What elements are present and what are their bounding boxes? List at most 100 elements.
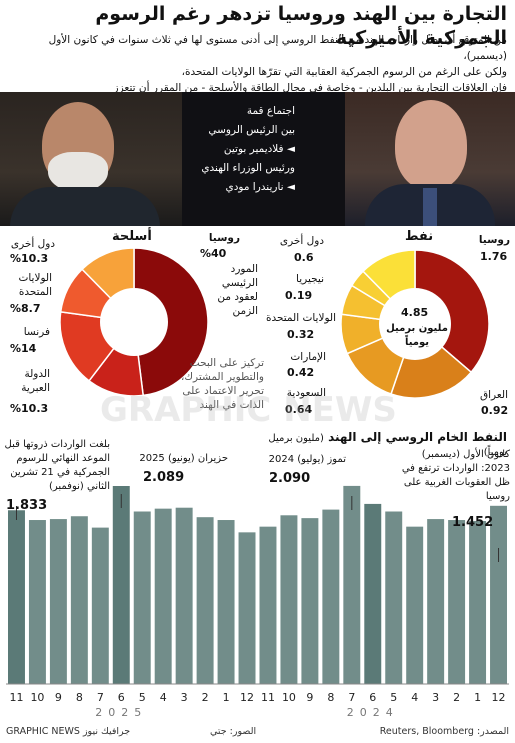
oil-uae-value: 0.42 [287,366,315,379]
nov-2025-value: 1.833 [6,498,48,513]
caption-line-4: ورئيس الوزراء الهندي [201,162,295,174]
arms-israel-value: %10.3 [10,402,49,415]
bar-tick-label: 2 [453,691,460,704]
oil-others-label: دول أخرى [279,235,324,247]
oil-us-value: 0.32 [287,328,315,341]
oil-nigeria-label: نيجيريا [296,273,324,285]
bar-tick-label: 5 [139,691,146,704]
bar-tick-label: 7 [348,691,355,704]
jun-2025-value: 2.089 [143,470,185,485]
nov-2025-note: بلغت الواردات ذروتها قبل الموعد النهائي … [4,439,110,492]
arms-donut [59,247,209,397]
bar-9-21 [49,519,67,684]
bar-tick-label: 12 [492,691,506,704]
bar-tick-label: 10 [282,691,296,704]
oil-russia-label: روسيا [478,234,510,246]
bar-tick-label: 5 [390,691,397,704]
donut-slice-0 [133,247,209,397]
caption-line-2: بين الرئيس الروسي [208,124,295,136]
caption-line-1: اجتماع قمة [246,105,295,117]
intro-line-1: من المتوقع أن تصل واردات الهند من النفط … [48,34,507,62]
intro-line-2: ولكن على الرغم من الرسوم الجمركية العقاب… [181,66,507,78]
bar-chart-unit: (مليون برميل يومياً) [268,433,507,458]
bar-1-1 [469,520,487,684]
arms-others-value: %10.3 [10,252,49,265]
bar-tick-label: 2 [202,691,209,704]
arms-rd-note: تركيز على البحث والتطوير المشترك، تحرير … [180,357,264,411]
bar-chart: 11 10 9 8 7 6 5 4 3 2 1 12 11 10 9 8 7 6 5 4 3 2 1 12 2025 2024 [6,485,509,718]
jul-2024-value: 2.090 [269,471,311,486]
bar-5-5 [385,511,403,684]
year-label-2025: 2025 [95,706,147,718]
dec-2023-value: 1.452 [452,515,494,530]
arms-us-value: %8.7 [10,302,41,315]
bar-tick-label: 4 [160,691,167,704]
chart-title: التجارة بين الهند وروسيا تزدهر رغم الرسو… [95,3,507,49]
bar-7-19 [91,527,109,684]
bar-8-8 [322,509,340,684]
arms-france-value: %14 [10,342,37,355]
bar-4-16 [154,508,172,684]
arms-israel-label: الدولة العبرية [21,368,50,394]
bar-tick-label: 3 [181,691,188,704]
oil-center-value: 4.85 [401,306,429,319]
photo-caption: اجتماع قمة بين الرئيس الروسي ◄ فلاديمير … [165,102,295,197]
bar-tick-label: 4 [411,691,418,704]
bar-tick-label: 10 [30,691,44,704]
bar-tick-label: 12 [240,691,254,704]
arms-others-label: دول أخرى [10,238,55,250]
bar-12-12 [238,532,256,684]
bar-10-22 [28,520,46,684]
arms-russia-value: %40 [200,247,227,260]
bar-chart-title-text: النفط الخام الروسي إلى الهند [328,430,507,444]
bar-tick-label: 6 [369,691,376,704]
bar-tick-label: 9 [306,691,313,704]
oil-center-unit: مليون برميل يومياً [386,323,448,348]
year-label-2024: 2024 [347,706,399,718]
watermark: GRAPHIC NEWS [100,390,397,430]
bar-10-10 [280,515,298,684]
bar-tick-label: 8 [327,691,334,704]
oil-chart-title: نفط [405,229,434,244]
caption-line-3: ◄ فلاديمير بوتين [223,143,295,155]
intro-text: من المتوقع أن تصل واردات الهند من النفط … [7,32,507,96]
dec-2023-note: كانون الأول (ديسمبر) 2023: الواردات ترتف… [401,449,510,502]
photo-gap [182,92,345,226]
donut-hole [100,288,168,356]
arms-russia-label: روسيا [208,232,240,244]
bar-11-23 [8,510,25,684]
arms-chart-title: أسلحة [112,229,152,244]
oil-others-value: 0.6 [294,251,314,264]
jun-2025-label: حزيران (يونيو) 2025 [139,453,228,464]
bar-3-15 [175,507,193,684]
bar-tick-label: 11 [9,691,23,704]
putin-photo [345,92,515,226]
intro-line-3: فإن العلاقات التجارية بين البلدين - وخاص… [113,82,507,94]
oil-saudi-value: 0.64 [285,403,313,416]
bar-2-2 [448,520,466,684]
bar-6-18 [112,485,130,684]
bar-8-20 [70,516,88,684]
footer-brand: GRAPHIC NEWS جرافيك نيوز [6,726,131,737]
bar-tick-label: 1 [223,691,230,704]
bar-tick-label: 6 [118,691,125,704]
photo-strip: اجتماع قمة بين الرئيس الروسي ◄ فلاديمير … [0,92,515,226]
oil-iraq-label: العراق [479,389,508,401]
bar-5-17 [133,511,151,684]
bar-tick-label: 8 [76,691,83,704]
arms-russia-note: المورد الرئيسي لعقود من الزمن [217,263,258,317]
bar-tick-label: 7 [97,691,104,704]
oil-iraq-value: 0.92 [481,404,509,417]
bar-9-9 [301,518,319,684]
footer-photos: الصور: جتي [210,726,257,737]
bar-chart-title: النفط الخام الروسي إلى الهند (مليون برمي… [247,430,507,458]
jul-2024-label: تموز (يوليو) 2024 [268,454,346,465]
bar-6-6 [364,503,382,684]
bar-4-4 [406,526,424,684]
oil-saudi-label: السعودية [286,387,326,399]
bar-3-3 [427,519,445,684]
arms-france-label: فرنسا [23,326,50,338]
donut-hole [379,288,451,360]
bar-tick-label: 9 [55,691,62,704]
bar-2-14 [196,517,214,684]
